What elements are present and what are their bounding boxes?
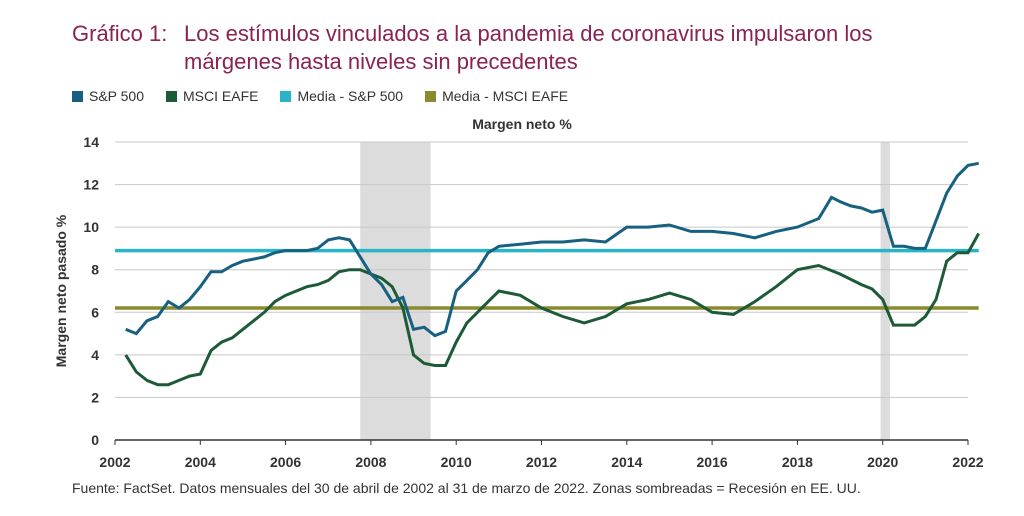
- y-axis-label: Margen neto pasado %: [53, 214, 69, 367]
- y-tick-label-2: 2: [91, 389, 99, 405]
- chart-title-block: Gráfico 1: Los estímulos vinculados a la…: [72, 20, 974, 76]
- legend-item-eafe: MSCI EAFE: [166, 88, 258, 104]
- recession-band-1: [880, 142, 890, 440]
- x-tick-label-2002: 2002: [99, 454, 130, 470]
- legend-swatch-eafe: [166, 90, 178, 102]
- y-tick-label-8: 8: [91, 262, 99, 278]
- x-tick-label-2012: 2012: [526, 454, 557, 470]
- legend-label-sp500-mean: Media - S&P 500: [297, 88, 404, 104]
- x-tick-label-2008: 2008: [355, 454, 386, 470]
- y-tick-label-14: 14: [83, 134, 99, 150]
- legend-swatch-eafe-mean: [425, 90, 437, 102]
- x-tick-label-2018: 2018: [782, 454, 813, 470]
- chart-title: Los estímulos vinculados a la pandemia d…: [184, 21, 873, 74]
- y-tick-label-10: 10: [83, 219, 99, 235]
- y-tick-label-6: 6: [91, 304, 99, 320]
- legend-swatch-sp500: [72, 90, 83, 102]
- x-tick-label-2016: 2016: [697, 454, 728, 470]
- legend-item-sp500: S&P 500: [72, 88, 144, 104]
- y-tick-label-12: 12: [83, 177, 99, 193]
- legend-swatch-sp500-mean: [280, 90, 292, 102]
- chart-number: Gráfico 1:: [72, 21, 168, 46]
- x-tick-label-2010: 2010: [441, 454, 472, 470]
- series-line-s-p-500: [125, 161, 979, 338]
- source-note: Fuente: FactSet. Datos mensuales del 30 …: [72, 480, 861, 496]
- legend-label-eafe-mean: Media - MSCI EAFE: [442, 88, 569, 104]
- legend-item-sp500-mean: Media - S&P 500: [280, 88, 403, 104]
- x-tick-label-2020: 2020: [867, 454, 898, 470]
- chart-subtitle: Margen neto %: [472, 116, 572, 132]
- legend-label-sp500: S&P 500: [89, 88, 145, 104]
- legend-item-eafe-mean: Media - MSCI EAFE: [425, 88, 568, 104]
- y-tick-label-0: 0: [91, 432, 99, 448]
- series-line-msci-eafe: [124, 232, 981, 387]
- y-tick-label-4: 4: [91, 347, 99, 363]
- x-tick-label-2014: 2014: [611, 454, 642, 470]
- x-tick-label-2022: 2022: [952, 454, 983, 470]
- x-tick-label-2004: 2004: [185, 454, 216, 470]
- legend-label-eafe: MSCI EAFE: [183, 88, 259, 104]
- legend: S&P 500 MSCI EAFE Media - S&P 500 Media …: [72, 88, 568, 104]
- x-tick-label-2006: 2006: [270, 454, 301, 470]
